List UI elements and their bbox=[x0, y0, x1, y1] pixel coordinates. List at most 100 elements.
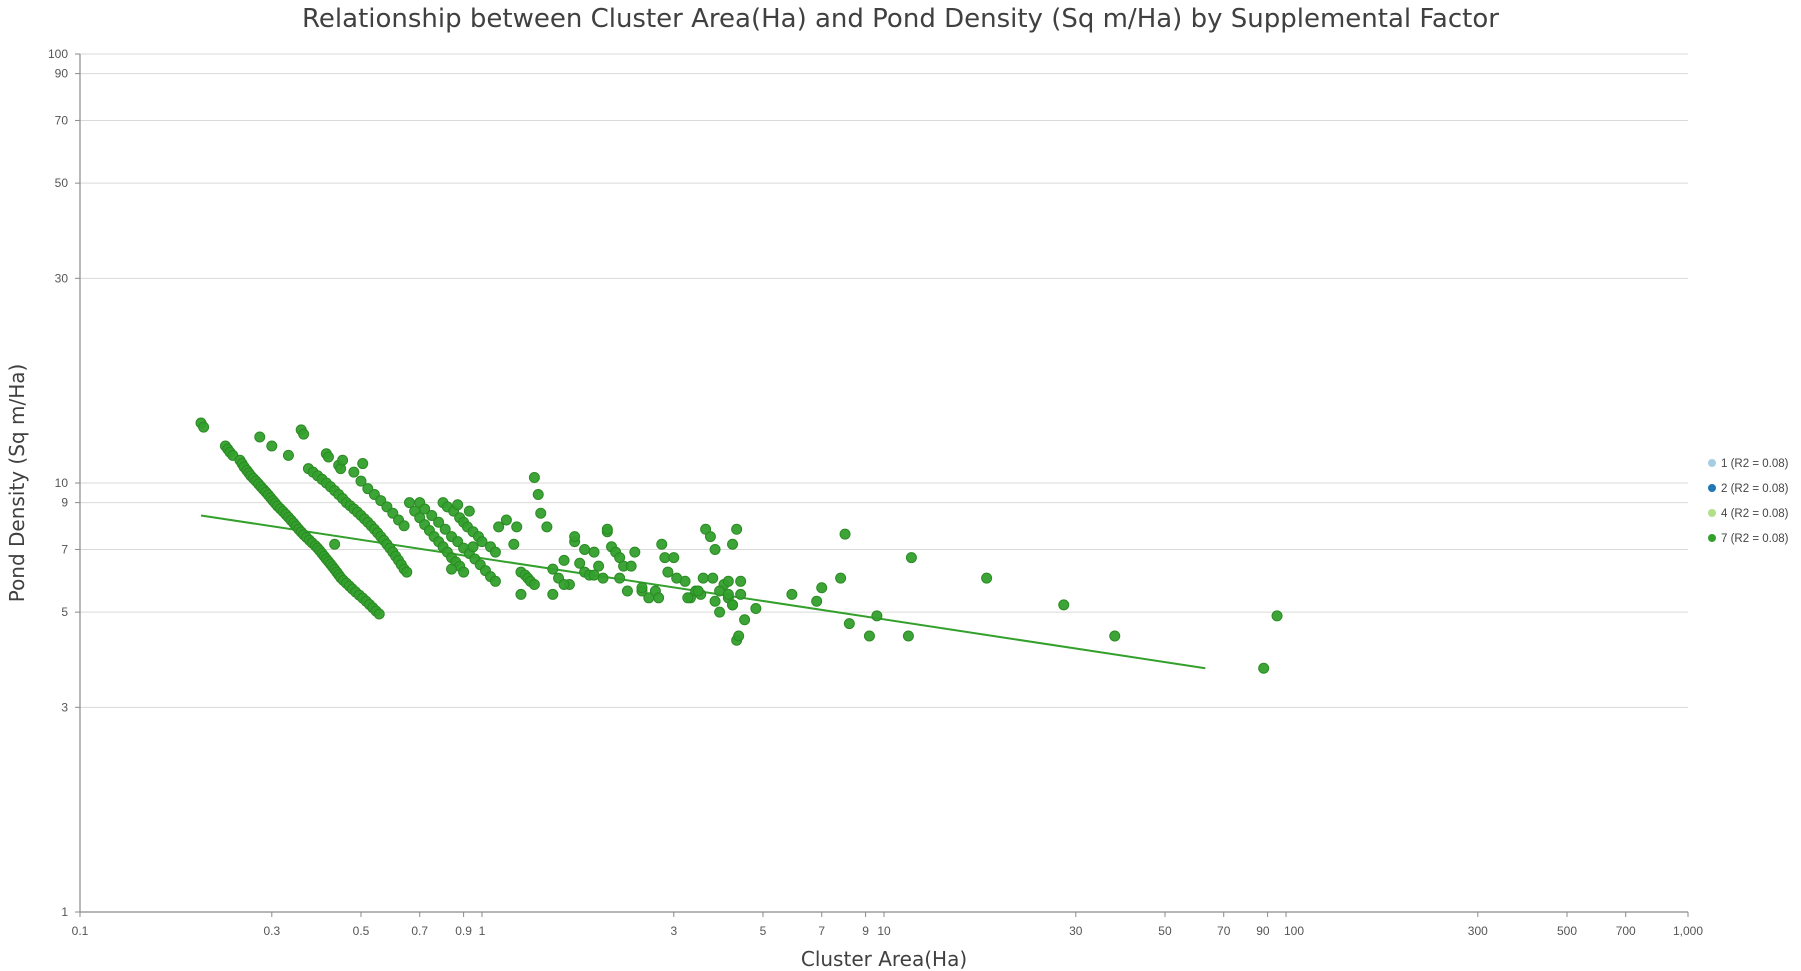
data-point bbox=[707, 572, 719, 584]
data-point bbox=[671, 572, 683, 584]
x-axis-title: Cluster Area(Ha) bbox=[801, 947, 967, 971]
data-point bbox=[588, 569, 600, 581]
legend-marker bbox=[1708, 509, 1716, 517]
data-point bbox=[731, 523, 743, 535]
data-point bbox=[733, 630, 745, 642]
data-point bbox=[625, 560, 637, 572]
data-point bbox=[709, 595, 721, 607]
x-tick-label: 7 bbox=[818, 924, 825, 938]
x-tick-label: 90 bbox=[1256, 924, 1270, 938]
data-point bbox=[419, 503, 431, 515]
data-point bbox=[1109, 630, 1121, 642]
data-point bbox=[863, 630, 875, 642]
data-points bbox=[195, 417, 1283, 674]
data-point bbox=[811, 595, 823, 607]
data-point bbox=[569, 531, 581, 543]
x-tick-label: 5 bbox=[760, 924, 767, 938]
x-tick-label: 0.1 bbox=[72, 924, 89, 938]
data-point bbox=[668, 552, 680, 564]
x-tick-label: 300 bbox=[1468, 924, 1488, 938]
data-point bbox=[476, 536, 488, 548]
legend-marker bbox=[1708, 534, 1716, 542]
x-tick-label: 30 bbox=[1069, 924, 1083, 938]
data-point bbox=[1058, 599, 1070, 611]
data-point bbox=[1271, 610, 1283, 622]
data-point bbox=[786, 588, 798, 600]
data-point bbox=[337, 454, 349, 466]
data-point bbox=[541, 521, 553, 533]
x-tick-label: 1,000 bbox=[1673, 924, 1703, 938]
data-point bbox=[735, 575, 747, 587]
y-tick-label: 10 bbox=[55, 476, 69, 490]
data-point bbox=[588, 546, 600, 558]
data-point bbox=[1258, 662, 1270, 674]
x-tick-label: 50 bbox=[1158, 924, 1172, 938]
y-tick-label: 50 bbox=[55, 176, 69, 190]
x-tick-label: 500 bbox=[1557, 924, 1577, 938]
data-point bbox=[439, 523, 451, 535]
y-tick-label: 1 bbox=[61, 905, 68, 919]
data-point bbox=[839, 528, 851, 540]
data-point bbox=[614, 572, 626, 584]
data-point bbox=[656, 538, 668, 550]
x-tick-label: 0.7 bbox=[411, 924, 428, 938]
data-point bbox=[357, 458, 369, 470]
data-point bbox=[902, 630, 914, 642]
y-tick-label: 7 bbox=[61, 542, 68, 556]
legend-label: 7 (R2 = 0.08) bbox=[1721, 533, 1789, 545]
data-point bbox=[535, 507, 547, 519]
x-tick-label: 700 bbox=[1616, 924, 1636, 938]
data-point bbox=[816, 582, 828, 594]
data-point bbox=[298, 428, 310, 440]
data-point bbox=[735, 588, 747, 600]
data-point bbox=[750, 602, 762, 614]
x-tick-label: 3 bbox=[670, 924, 677, 938]
data-point bbox=[528, 471, 540, 483]
data-point bbox=[682, 592, 694, 604]
data-point bbox=[452, 499, 464, 511]
data-point bbox=[426, 509, 438, 521]
legend-marker bbox=[1708, 484, 1716, 492]
data-point bbox=[722, 588, 734, 600]
data-point bbox=[579, 543, 591, 555]
data-point bbox=[508, 538, 520, 550]
legend-label: 1 (R2 = 0.08) bbox=[1721, 458, 1789, 470]
data-point bbox=[500, 514, 512, 526]
data-point bbox=[905, 552, 917, 564]
data-point bbox=[704, 531, 716, 543]
data-point bbox=[355, 475, 367, 487]
y-tick-label: 3 bbox=[61, 700, 68, 714]
legend-marker bbox=[1708, 459, 1716, 467]
data-point bbox=[458, 566, 470, 578]
data-point bbox=[558, 554, 570, 566]
y-tick-label: 70 bbox=[55, 113, 69, 127]
data-point bbox=[558, 578, 570, 590]
data-point bbox=[547, 588, 559, 600]
data-point bbox=[722, 575, 734, 587]
data-point bbox=[835, 572, 847, 584]
data-point bbox=[636, 582, 648, 594]
data-point bbox=[493, 521, 505, 533]
x-tick-label: 10 bbox=[877, 924, 891, 938]
y-tick-label: 30 bbox=[55, 271, 69, 285]
chart-title: Relationship between Cluster Area(Ha) an… bbox=[302, 4, 1499, 34]
data-point bbox=[266, 440, 278, 452]
x-tick-label: 0.5 bbox=[353, 924, 370, 938]
grid-lines bbox=[80, 53, 1688, 708]
data-point bbox=[574, 557, 586, 569]
data-point bbox=[692, 585, 704, 597]
data-point bbox=[528, 578, 540, 590]
data-point bbox=[547, 563, 559, 575]
y-tick-label: 5 bbox=[61, 605, 68, 619]
data-point bbox=[348, 466, 360, 478]
data-point bbox=[489, 575, 501, 587]
data-point bbox=[629, 546, 641, 558]
legend: 1 (R2 = 0.08) 2 (R2 = 0.08) 4 (R2 = 0.08) 7… bbox=[1708, 458, 1789, 545]
data-point bbox=[532, 489, 544, 501]
data-point bbox=[398, 520, 410, 532]
y-axis-title: Pond Density (Sq m/Ha) bbox=[5, 364, 29, 603]
data-point bbox=[463, 505, 475, 517]
data-point bbox=[739, 614, 751, 626]
x-tick-labels: 0.1 0.3 0.5 0.7 0.9 1 3 5 7 9 10 30 50 70 90 100 300 500 7… bbox=[72, 912, 1703, 938]
